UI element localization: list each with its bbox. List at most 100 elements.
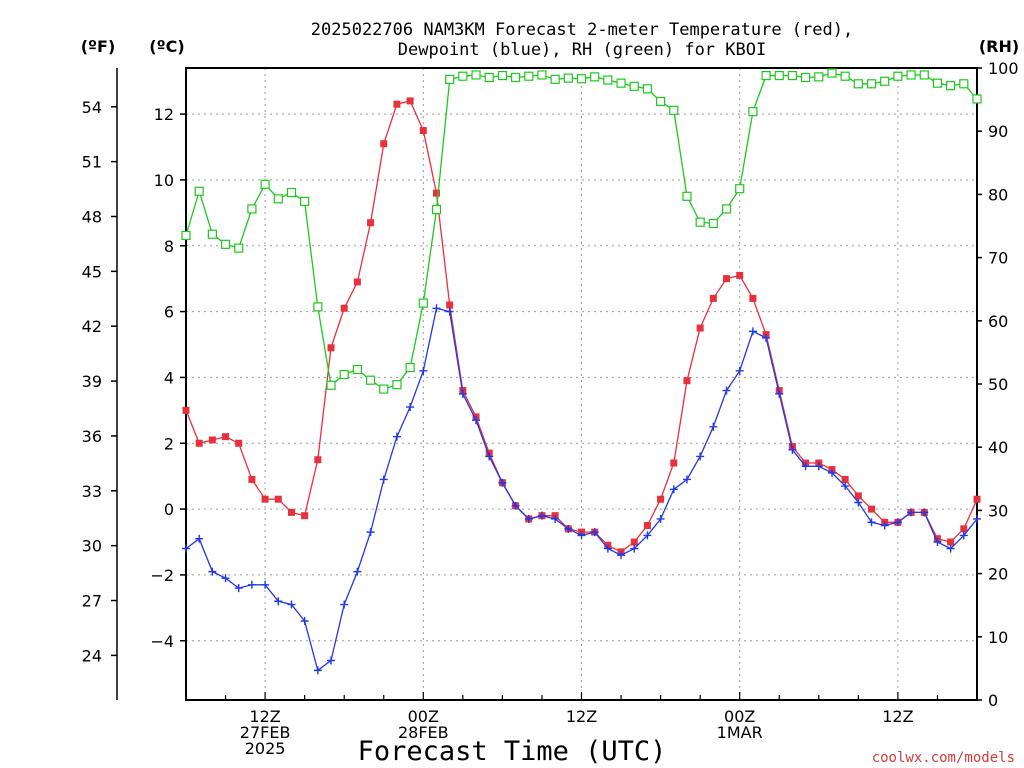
celsius-tick-label: −2: [150, 566, 174, 585]
dewpoint-point: [907, 508, 916, 517]
rh-point: [761, 70, 771, 81]
rh-point: [629, 81, 639, 91]
dewpoint-point: [827, 468, 836, 477]
celsius-tick-label: 12: [154, 105, 174, 124]
dewpoint-point: [392, 432, 401, 441]
x-tick-label: 00Z: [408, 707, 439, 726]
fahrenheit-tick-label: 27: [82, 592, 102, 611]
rh-point: [497, 70, 507, 81]
rh-tick-label: 40: [988, 438, 1008, 457]
dewpoint-point: [379, 475, 388, 484]
dewpoint-point: [643, 531, 652, 540]
fahrenheit-tick-label: 54: [82, 98, 102, 117]
rh-point: [603, 75, 613, 85]
rh-point: [669, 105, 679, 115]
temperature-point: [393, 100, 401, 108]
dewpoint-point: [590, 528, 599, 537]
rh-point: [827, 68, 837, 78]
x-tick-label: 28FEB: [398, 723, 449, 742]
dewpoint-point: [893, 518, 902, 527]
rh-point: [721, 204, 732, 214]
rh-tick-label: 0: [988, 691, 998, 710]
rh-point: [352, 364, 362, 375]
rh-tick-label: 100: [988, 59, 1019, 78]
rh-point: [642, 84, 653, 94]
rh-point: [801, 72, 811, 83]
dewpoint-point: [261, 580, 270, 589]
temperature-point: [222, 433, 230, 441]
rh-point: [431, 204, 442, 215]
dewpoint-point: [603, 544, 612, 553]
temperature-point: [947, 538, 955, 546]
dewpoint-point: [247, 580, 256, 589]
dewpoint-point: [313, 666, 322, 675]
axis-layer: [111, 67, 982, 701]
chart-title: 2025022706 NAM3KM Forecast 2-meter Tempe…: [311, 20, 853, 40]
dewpoint-point: [300, 617, 309, 625]
temperature-point: [960, 525, 968, 533]
rh-tick-label: 90: [988, 122, 1008, 141]
fahrenheit-tick-label: 30: [82, 537, 102, 556]
temperature-point: [657, 495, 665, 503]
rh-point: [392, 380, 402, 390]
x-tick-label: 12Z: [566, 707, 597, 726]
temperature-point: [973, 495, 981, 503]
temperature-point: [841, 475, 849, 483]
dewpoint-point: [445, 307, 454, 316]
rh-point: [708, 218, 718, 229]
temperature-point: [367, 219, 375, 227]
dewpoint-point: [182, 544, 190, 553]
rh-point: [207, 229, 217, 239]
dewpoint-point: [959, 531, 968, 540]
dewpoint-point: [537, 511, 546, 520]
rh-point: [524, 71, 534, 81]
rh-tick-label: 30: [988, 501, 1008, 520]
x-tick-label: 1MAR: [717, 723, 763, 742]
dewpoint-point: [406, 403, 415, 412]
rh-tick-label: 20: [988, 565, 1008, 584]
rh-tick-label: 50: [988, 375, 1008, 394]
temperature-point: [353, 278, 361, 286]
temperature-point: [208, 436, 216, 444]
dewpoint-point: [353, 567, 362, 576]
dewpoint-point: [867, 518, 876, 527]
rh-point: [774, 70, 784, 81]
chart-title-line2: Dewpoint (blue), RH (green) for KBOI: [398, 40, 766, 60]
dewpoint-point: [498, 478, 507, 487]
fahrenheit-tick-label: 51: [82, 153, 102, 172]
rh-point: [959, 79, 969, 89]
rh-tick-label: 80: [988, 185, 1008, 204]
dewpoint-point: [696, 452, 705, 461]
temperature-point: [235, 439, 243, 447]
temperature-point: [854, 492, 862, 500]
temperature-point: [182, 406, 190, 414]
dewpoint-point: [419, 366, 428, 375]
rh-point: [576, 74, 587, 84]
temperature-point: [248, 475, 256, 483]
temperature-point: [643, 522, 651, 530]
dewpoint-point: [775, 389, 784, 398]
dewpoint-point: [274, 597, 283, 606]
fahrenheit-axis-label: (ºF): [81, 37, 116, 56]
dewpoint-point: [208, 567, 217, 576]
temperature-point: [749, 294, 757, 302]
temperature-point: [261, 495, 269, 503]
dewpoint-point: [854, 498, 863, 507]
rh-point: [326, 380, 336, 390]
temperature-point: [380, 140, 388, 148]
x-tick-label: 12Z: [882, 707, 913, 726]
dewpoint-point: [735, 366, 744, 375]
dewpoint-point: [551, 514, 560, 523]
rh-point: [787, 70, 798, 81]
dewpoint-point: [748, 327, 757, 336]
rh-point: [379, 384, 389, 394]
x-tick-label: 2025: [245, 739, 286, 758]
x-axis-label: Forecast Time (UTC): [358, 736, 667, 767]
dewpoint-point: [340, 600, 349, 609]
rh-axis-label: (RH): [979, 37, 1019, 56]
rh-point: [550, 74, 560, 84]
rh-point: [273, 194, 283, 204]
temperature-point: [723, 275, 731, 283]
rh-point: [563, 73, 573, 83]
fahrenheit-tick-label: 24: [82, 646, 102, 665]
